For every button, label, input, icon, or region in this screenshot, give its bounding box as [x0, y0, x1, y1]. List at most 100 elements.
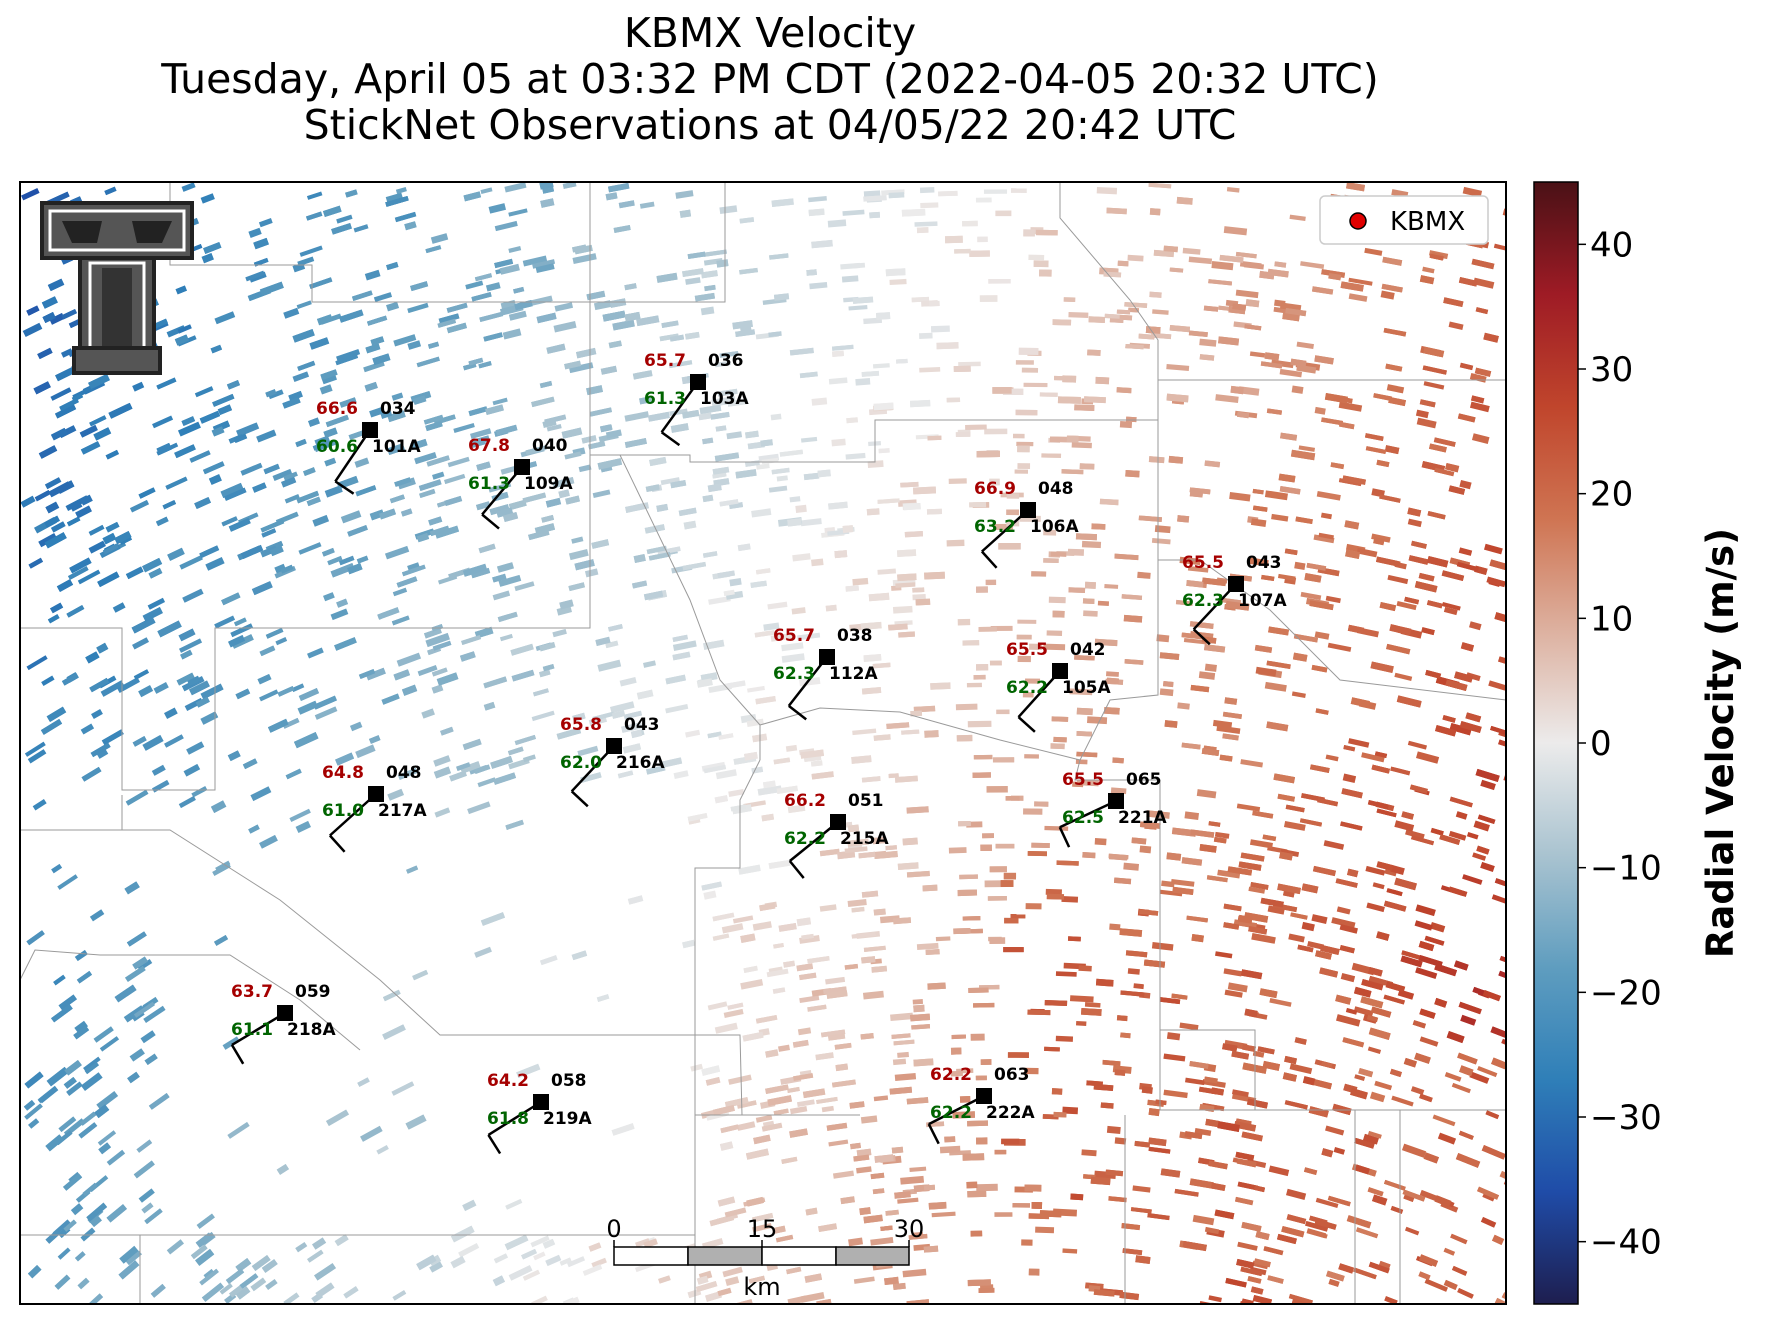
station-temperature: 64.8 [322, 763, 364, 783]
station-marker [819, 649, 835, 665]
sticknet-stations: 66.6 034 60.6 101A 67.8 040 61.3 109A 65.7 036 61.… [230, 351, 1287, 1155]
station-dewpoint: 61.3 [468, 474, 510, 494]
station-marker [830, 814, 846, 830]
station-temperature: 65.7 [644, 351, 686, 371]
station-temperature: 62.2 [930, 1065, 972, 1085]
station-marker [362, 422, 378, 438]
wind-barb-flag [788, 704, 807, 721]
scale-label-30: 30 [894, 1215, 925, 1243]
map-frame [19, 181, 1507, 1305]
map-title: KBMX Velocity Tuesday, April 05 at 03:32… [0, 10, 1540, 148]
station-dewpoint: 63.2 [974, 517, 1016, 537]
map-legend: KBMX [1319, 195, 1489, 245]
station-216A[interactable]: 65.8 043 62.0 216A [560, 715, 665, 808]
station-marker [976, 1088, 992, 1104]
colorbar-tick-label: 10 [1590, 599, 1633, 639]
wind-barb-flag [788, 860, 805, 879]
station-221A[interactable]: 65.5 065 62.5 221A [1058, 770, 1168, 848]
station-222A[interactable]: 62.2 063 62.2 222A [927, 1065, 1036, 1145]
colorbar-tick-label: 0 [1590, 724, 1612, 764]
wind-barb-flag [660, 431, 681, 447]
station-marker [533, 1094, 549, 1110]
wind-barb-staff [1059, 799, 1117, 829]
station-temperature: 65.7 [773, 626, 815, 646]
legend-label: KBMX [1390, 207, 1465, 237]
wind-barb-flag [328, 834, 346, 853]
station-temperature: 65.5 [1182, 553, 1224, 573]
wind-barb-flag [487, 1134, 502, 1155]
station-id: 106A [1030, 517, 1079, 537]
station-112A[interactable]: 65.7 038 62.3 112A [773, 626, 878, 721]
station-id: 221A [1118, 808, 1167, 828]
station-217A[interactable]: 64.8 048 61.0 217A [322, 763, 427, 853]
station-marker [368, 786, 384, 802]
station-103A[interactable]: 65.7 036 61.3 103A [644, 351, 749, 447]
wind-barb-staff [789, 821, 839, 862]
colorbar-tick-label: 30 [1590, 350, 1633, 390]
station-id: 216A [616, 753, 665, 773]
station-wind-direction: 038 [837, 626, 873, 646]
station-wind-direction: 034 [380, 399, 416, 419]
logo-double-t [40, 201, 194, 375]
station-dewpoint: 62.2 [784, 829, 826, 849]
station-id: 109A [524, 474, 573, 494]
scale-label-0: 0 [606, 1215, 621, 1243]
station-dewpoint: 62.3 [773, 664, 815, 684]
wind-barb-flag [230, 1044, 245, 1065]
station-id: 101A [372, 437, 421, 457]
station-109A[interactable]: 67.8 040 61.3 109A [468, 436, 573, 530]
station-id: 215A [840, 829, 889, 849]
scale-bar: 0 15 30 km [606, 1215, 924, 1301]
station-106A[interactable]: 66.9 048 63.2 106A [974, 479, 1079, 569]
station-wind-direction: 036 [708, 351, 744, 371]
wind-barb-flag [980, 550, 998, 569]
station-218A[interactable]: 63.7 059 61.1 218A [230, 982, 336, 1065]
station-dewpoint: 62.5 [1062, 808, 1104, 828]
station-219A[interactable]: 64.2 058 61.8 219A [487, 1071, 592, 1155]
station-wind-direction: 065 [1126, 770, 1162, 790]
colorbar-tick-label: −40 [1590, 1223, 1662, 1263]
station-temperature: 65.8 [560, 715, 602, 735]
station-id: 107A [1238, 591, 1287, 611]
wind-barb-flag [481, 513, 500, 530]
wind-barb-staff [334, 429, 372, 483]
station-105A[interactable]: 65.5 042 62.2 105A [1006, 640, 1111, 733]
colorbar-tick-label: −20 [1590, 973, 1662, 1013]
station-marker [1052, 663, 1068, 679]
station-wind-direction: 048 [1038, 479, 1074, 499]
colorbar-gradient [1533, 181, 1579, 1305]
station-dewpoint: 61.8 [487, 1109, 529, 1129]
station-id: 217A [378, 801, 427, 821]
colorbar-ticks: 40 30 20 10 0 −10 −20 −30 −40 [1578, 225, 1662, 1263]
station-wind-direction: 042 [1070, 640, 1106, 660]
station-101A[interactable]: 66.6 034 60.6 101A [316, 399, 421, 495]
wind-barb-staff [487, 1100, 542, 1136]
station-215A[interactable]: 66.2 051 62.2 215A [784, 791, 889, 879]
wind-barb-flag [1017, 716, 1036, 733]
station-dewpoint: 62.3 [1182, 591, 1224, 611]
station-marker [1108, 793, 1124, 809]
station-107A[interactable]: 65.5 043 62.3 107A [1182, 553, 1287, 646]
station-wind-direction: 063 [994, 1065, 1030, 1085]
station-marker [1020, 502, 1036, 518]
station-wind-direction: 058 [551, 1071, 587, 1091]
station-wind-direction: 048 [386, 763, 422, 783]
wind-barb-staff [660, 381, 700, 433]
station-marker [606, 738, 622, 754]
station-dewpoint: 62.2 [930, 1103, 972, 1123]
wind-barb-flag [1192, 628, 1211, 646]
title-line-3: StickNet Observations at 04/05/22 20:42 … [303, 101, 1237, 149]
station-temperature: 65.5 [1062, 770, 1104, 790]
station-dewpoint: 60.6 [316, 437, 358, 457]
colorbar-tick-label: 20 [1590, 475, 1633, 515]
colorbar-tick-label: 40 [1590, 225, 1633, 265]
station-id: 222A [986, 1103, 1035, 1123]
station-marker [690, 374, 706, 390]
station-dewpoint: 62.2 [1006, 678, 1048, 698]
scale-label-15: 15 [747, 1215, 778, 1243]
station-temperature: 63.7 [231, 982, 273, 1002]
station-temperature: 64.2 [487, 1071, 529, 1091]
station-marker [277, 1005, 293, 1021]
